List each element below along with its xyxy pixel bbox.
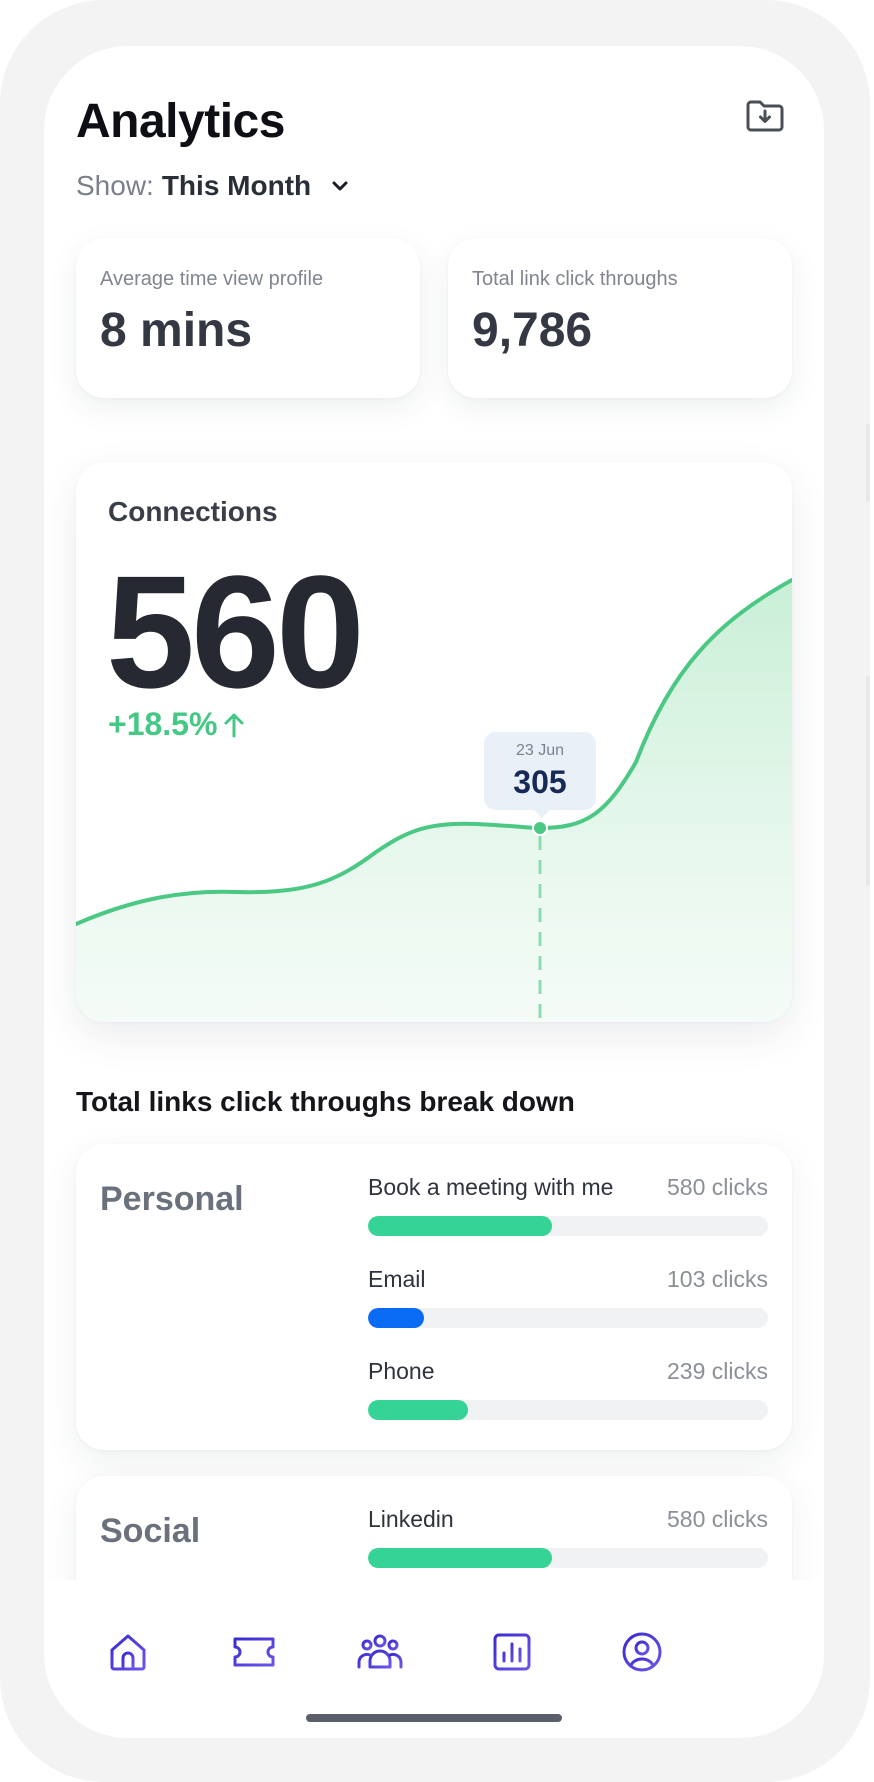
progress-fill xyxy=(368,1308,424,1328)
chevron-down-icon xyxy=(331,180,349,192)
progress-fill xyxy=(368,1216,552,1236)
stat-label: Average time view profile xyxy=(100,268,324,290)
side-button xyxy=(866,676,870,886)
link-clicks: 580 clicks xyxy=(667,1174,768,1200)
page-title: Analytics xyxy=(76,95,285,148)
chart-line xyxy=(76,578,792,926)
breakdown-title: Total links click throughs break down xyxy=(76,1086,575,1117)
arrow-up-icon xyxy=(224,713,244,737)
people-icon xyxy=(357,1634,403,1669)
connections-card: Connections 560 +18.5% 23 Jun 305 xyxy=(76,462,792,1022)
link-row[interactable]: Phone 239 clicks xyxy=(368,1358,768,1420)
group-title: Personal xyxy=(100,1180,244,1218)
link-name: Linkedin xyxy=(368,1506,454,1532)
period-value: This Month xyxy=(161,170,312,201)
ticket-icon xyxy=(233,1637,275,1667)
connections-value: 560 xyxy=(106,542,365,721)
tooltip-value: 305 xyxy=(513,764,567,800)
period-label: Show: xyxy=(76,170,154,201)
tab-profile[interactable] xyxy=(620,1630,664,1674)
progress-track xyxy=(368,1216,768,1236)
link-clicks: 239 clicks xyxy=(667,1358,768,1384)
bar-chart-icon xyxy=(493,1633,531,1671)
stat-value: 9,786 xyxy=(472,304,593,357)
side-button xyxy=(866,424,870,502)
tab-bar xyxy=(44,1580,824,1738)
tab-tickets[interactable] xyxy=(230,1630,278,1674)
group-title: Social xyxy=(100,1512,201,1550)
export-button[interactable] xyxy=(744,98,786,134)
tooltip-tail xyxy=(534,810,550,818)
progress-fill xyxy=(368,1400,468,1420)
progress-fill xyxy=(368,1548,552,1568)
link-row[interactable]: Book a meeting with me 580 clicks xyxy=(368,1174,768,1236)
link-row[interactable]: Linkedin 580 clicks xyxy=(368,1506,768,1568)
profile-icon xyxy=(622,1632,662,1672)
group-card-personal: Personal Book a meeting with me 580 clic… xyxy=(76,1144,792,1450)
stat-label: Total link click throughs xyxy=(472,268,678,290)
connections-chart xyxy=(76,578,792,1022)
tab-analytics[interactable] xyxy=(490,1630,534,1674)
link-name: Phone xyxy=(368,1358,435,1384)
stat-value: 8 mins xyxy=(100,304,253,357)
folder-download-icon xyxy=(746,100,784,132)
app-screen: Analytics Show: This Month Average time … xyxy=(44,46,824,1738)
link-name: Book a meeting with me xyxy=(368,1174,614,1200)
chart-area xyxy=(76,580,792,1022)
link-clicks: 103 clicks xyxy=(667,1266,768,1292)
tab-connections[interactable] xyxy=(356,1630,404,1674)
chart-point xyxy=(532,820,548,836)
growth-value: +18.5% xyxy=(108,706,218,742)
link-row[interactable]: Email 103 clicks xyxy=(368,1266,768,1328)
period-selector[interactable]: Show: This Month xyxy=(76,170,349,202)
tooltip-date: 23 Jun xyxy=(515,742,565,759)
link-name: Email xyxy=(368,1266,426,1292)
progress-track xyxy=(368,1400,768,1420)
stat-card-link-clicks: Total link click throughs 9,786 xyxy=(448,238,792,398)
chart-tooltip: 23 Jun 305 xyxy=(484,732,596,818)
progress-track xyxy=(368,1308,768,1328)
growth-indicator: +18.5% xyxy=(108,706,245,743)
progress-track xyxy=(368,1548,768,1568)
tab-home[interactable] xyxy=(106,1630,150,1674)
stat-card-avg-time: Average time view profile 8 mins xyxy=(76,238,420,398)
home-icon xyxy=(110,1634,146,1671)
link-clicks: 580 clicks xyxy=(667,1506,768,1532)
home-indicator xyxy=(306,1714,562,1722)
connections-title: Connections xyxy=(108,496,278,527)
